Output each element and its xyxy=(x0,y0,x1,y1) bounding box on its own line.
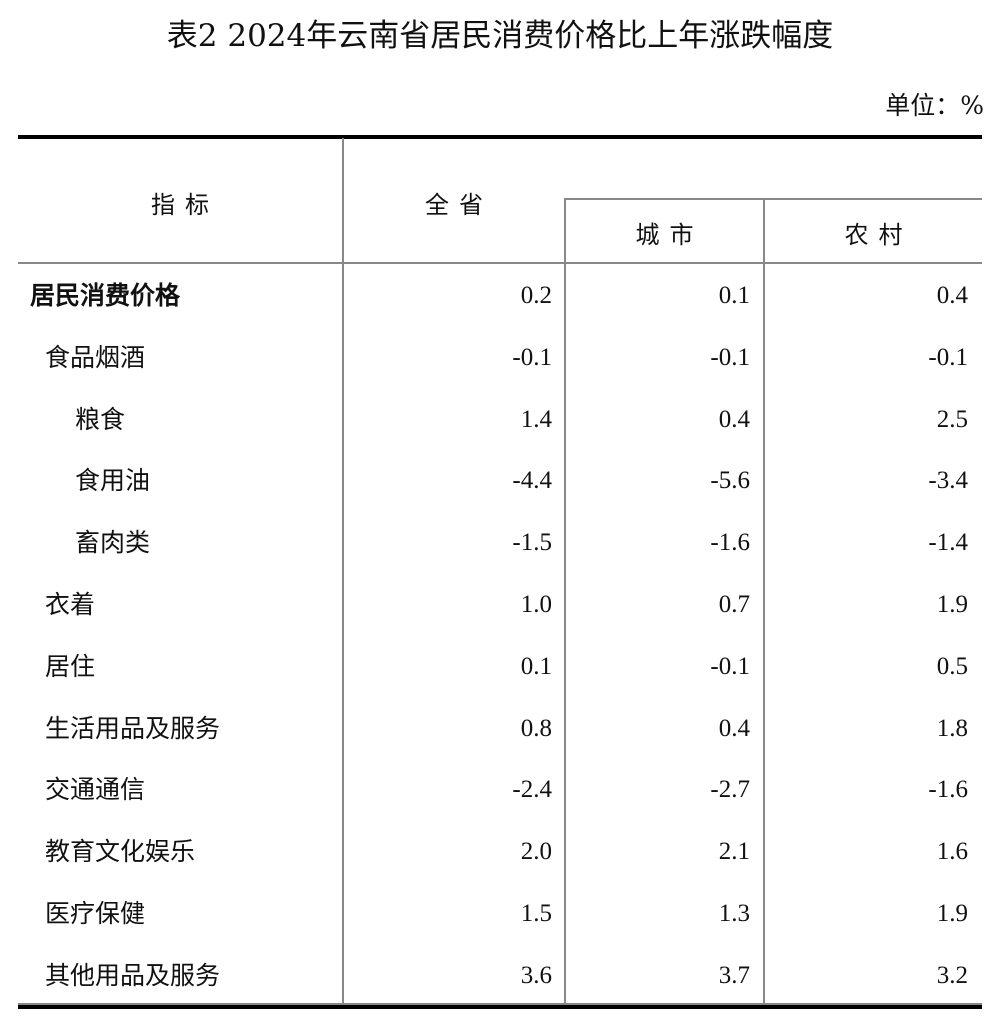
bottom-thin-rule xyxy=(18,1003,982,1005)
table-row: 居民消费价格 0.2 0.1 0.4 xyxy=(18,265,982,327)
rural-value: -0.1 xyxy=(928,343,968,371)
rural-value: 0.4 xyxy=(936,282,968,309)
column-divider xyxy=(763,199,765,1006)
province-value: -4.4 xyxy=(512,467,552,495)
table-row: 其他用品及服务 3.6 3.7 3.2 xyxy=(18,945,982,1007)
rural-value: -1.4 xyxy=(928,529,968,557)
province-value: 3.6 xyxy=(520,961,552,989)
rural-value: 1.6 xyxy=(936,838,968,866)
province-value: -0.1 xyxy=(512,343,552,371)
province-value: 1.4 xyxy=(520,405,552,433)
urban-value: -0.1 xyxy=(710,343,750,371)
urban-value: -0.1 xyxy=(710,652,750,680)
rural-value: 3.2 xyxy=(936,961,968,989)
row-label: 教育文化娱乐 xyxy=(45,837,196,867)
urban-value: 0.7 xyxy=(718,591,750,618)
rural-value: 1.9 xyxy=(936,900,968,927)
urban-value: 2.1 xyxy=(718,838,750,866)
urban-value: 0.4 xyxy=(718,405,750,433)
header-rural: 农村 xyxy=(844,221,913,249)
province-value: 0.1 xyxy=(520,652,552,680)
header-urban: 城市 xyxy=(635,221,704,249)
row-label: 食品烟酒 xyxy=(45,342,146,372)
table-row: 粮食 1.4 0.4 2.5 xyxy=(18,389,982,451)
rural-value: -1.6 xyxy=(928,776,968,804)
table-row: 食品烟酒 -0.1 -0.1 -0.1 xyxy=(18,327,982,389)
table-row: 食用油 -4.4 -5.6 -3.4 xyxy=(18,450,982,512)
rural-value: 1.9 xyxy=(936,591,968,618)
row-label: 生活用品及服务 xyxy=(45,713,221,743)
table-row: 教育文化娱乐 2.0 2.1 1.6 xyxy=(18,821,982,883)
header-rule xyxy=(18,262,982,264)
row-label: 粮食 xyxy=(75,404,126,434)
province-value: 2.0 xyxy=(520,838,552,866)
urban-value: 0.4 xyxy=(718,714,750,742)
row-label: 衣着 xyxy=(45,590,96,619)
row-label: 交通通信 xyxy=(45,775,146,805)
province-value: -1.5 xyxy=(512,529,552,557)
top-rule xyxy=(18,135,982,139)
unit-label: 单位：% xyxy=(885,91,984,120)
table-title: 表2 2024年云南省居民消费价格比上年涨跌幅度 xyxy=(166,18,834,54)
table-row: 衣着 1.0 0.7 1.9 xyxy=(18,574,982,636)
row-label: 居住 xyxy=(45,651,96,681)
province-value: 0.8 xyxy=(520,714,552,742)
row-label: 居民消费价格 xyxy=(30,281,181,310)
rural-value: -3.4 xyxy=(928,467,968,495)
subheader-rule xyxy=(564,198,982,200)
column-divider xyxy=(564,199,566,1006)
bottom-rule xyxy=(18,1005,982,1009)
province-value: 1.5 xyxy=(520,900,552,927)
table-row: 畜肉类 -1.5 -1.6 -1.4 xyxy=(18,512,982,574)
urban-value: 3.7 xyxy=(718,961,750,989)
column-divider xyxy=(342,138,344,1006)
row-label: 其他用品及服务 xyxy=(45,960,221,990)
province-value: -2.4 xyxy=(512,776,552,804)
row-label: 医疗保健 xyxy=(45,899,146,928)
urban-value: -2.7 xyxy=(710,776,750,804)
row-label: 食用油 xyxy=(75,466,151,496)
table-row: 生活用品及服务 0.8 0.4 1.8 xyxy=(18,698,982,760)
urban-value: 1.3 xyxy=(718,900,750,927)
header-indicator: 指标 xyxy=(151,191,219,219)
province-value: 0.2 xyxy=(520,282,552,309)
rural-value: 2.5 xyxy=(936,405,968,433)
row-label: 畜肉类 xyxy=(75,528,151,558)
header-province: 全省 xyxy=(425,191,493,219)
rural-value: 1.8 xyxy=(936,714,968,742)
table-row: 交通通信 -2.4 -2.7 -1.6 xyxy=(18,759,982,821)
urban-value: 0.1 xyxy=(718,282,750,309)
urban-value: -5.6 xyxy=(710,467,750,495)
urban-value: -1.6 xyxy=(710,529,750,557)
table-row: 医疗保健 1.5 1.3 1.9 xyxy=(18,883,982,945)
rural-value: 0.5 xyxy=(936,652,968,680)
province-value: 1.0 xyxy=(520,591,552,618)
table-row: 居住 0.1 -0.1 0.5 xyxy=(18,636,982,698)
